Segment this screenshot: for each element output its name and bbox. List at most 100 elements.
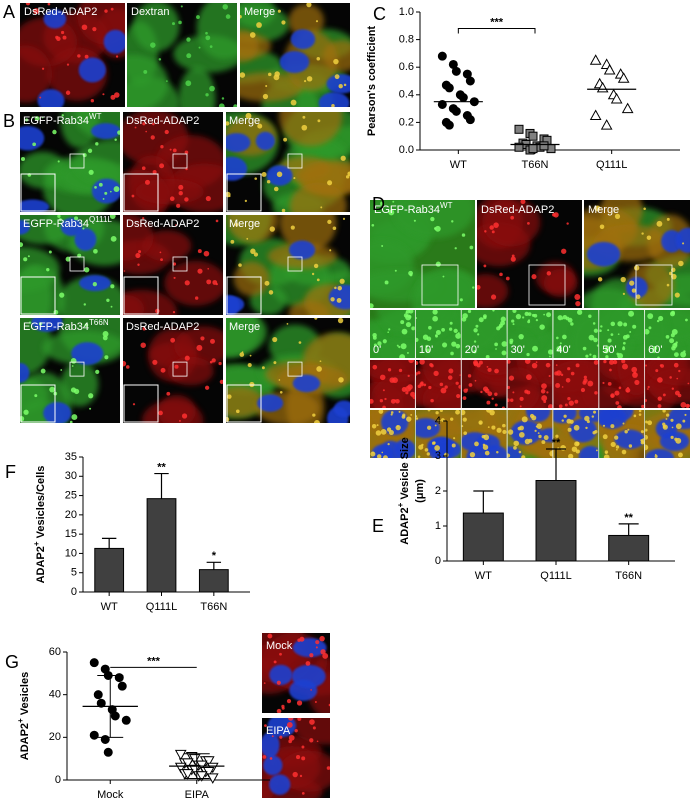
vesicle bbox=[502, 423, 506, 428]
vesicle bbox=[152, 169, 157, 175]
micrograph bbox=[262, 718, 330, 798]
vesicle bbox=[492, 310, 495, 312]
vesicle bbox=[632, 372, 638, 378]
vesicle bbox=[453, 328, 458, 334]
vesicle bbox=[297, 718, 302, 721]
roi bbox=[69, 153, 85, 169]
micrograph-content bbox=[507, 410, 553, 458]
micrograph bbox=[553, 360, 599, 408]
vesicle bbox=[483, 264, 487, 268]
vesicle bbox=[433, 370, 439, 377]
vesicle bbox=[411, 326, 415, 331]
vesicle bbox=[316, 278, 320, 282]
roi bbox=[69, 361, 85, 377]
vesicle bbox=[249, 32, 256, 38]
vesicle bbox=[62, 35, 67, 40]
vesicle bbox=[327, 180, 333, 186]
vesicle bbox=[142, 217, 145, 220]
micrograph-content bbox=[123, 112, 223, 212]
y-tick-label: 0.0 bbox=[399, 144, 414, 156]
vesicle bbox=[496, 427, 502, 433]
y-tick-label: 0 bbox=[435, 555, 441, 567]
vesicle bbox=[610, 441, 616, 448]
micrograph-content bbox=[415, 410, 461, 458]
vesicle bbox=[532, 345, 538, 352]
vesicle bbox=[675, 437, 682, 444]
vesicle bbox=[459, 374, 461, 377]
bar bbox=[94, 547, 125, 593]
vesicle bbox=[599, 329, 602, 333]
y-tick-label: 30 bbox=[65, 470, 77, 482]
vesicle bbox=[512, 310, 517, 314]
panel-letter: F bbox=[5, 462, 16, 482]
micrograph-content bbox=[415, 310, 461, 358]
nucleus bbox=[675, 227, 690, 253]
vesicle bbox=[245, 112, 252, 119]
y-tick-label: 20 bbox=[49, 731, 61, 743]
vesicle bbox=[25, 3, 31, 6]
vesicle bbox=[315, 20, 319, 23]
vesicle bbox=[221, 97, 225, 100]
nucleus bbox=[71, 342, 104, 365]
inset bbox=[123, 384, 159, 423]
vesicle bbox=[373, 343, 377, 347]
micrograph bbox=[507, 310, 553, 358]
vesicle bbox=[621, 360, 626, 364]
vesicle bbox=[607, 329, 610, 332]
nucleus bbox=[393, 439, 415, 458]
vesicle bbox=[609, 360, 615, 365]
vesicle bbox=[268, 72, 272, 77]
vesicle bbox=[557, 315, 563, 321]
roi bbox=[287, 256, 303, 272]
vesicle bbox=[575, 363, 580, 368]
vesicle bbox=[197, 249, 202, 254]
image-label: DsRed-ADAP2 bbox=[126, 115, 199, 127]
vesicle bbox=[388, 328, 391, 331]
vesicle bbox=[486, 400, 491, 405]
vesicle bbox=[610, 333, 614, 336]
vesicle bbox=[468, 383, 473, 387]
vesicle bbox=[392, 200, 395, 203]
point bbox=[206, 773, 219, 784]
micrograph-content bbox=[127, 3, 237, 107]
roi bbox=[172, 256, 188, 272]
vesicle bbox=[624, 429, 628, 434]
vesicle bbox=[25, 118, 29, 122]
inset bbox=[226, 173, 262, 212]
nucleus bbox=[20, 199, 50, 212]
vesicle bbox=[320, 649, 326, 655]
vesicle bbox=[622, 334, 628, 340]
vesicle bbox=[104, 191, 108, 195]
vesicle bbox=[418, 444, 424, 450]
vesicle bbox=[662, 393, 666, 397]
cell bbox=[123, 295, 145, 315]
vesicle bbox=[518, 333, 524, 340]
vesicle bbox=[453, 437, 456, 440]
vesicle bbox=[670, 418, 674, 422]
vesicle bbox=[628, 444, 633, 448]
y-tick-label: 1 bbox=[435, 520, 441, 532]
vesicle bbox=[387, 443, 390, 446]
vesicle bbox=[617, 321, 623, 327]
vesicle bbox=[527, 221, 530, 225]
y-axis-label: ADAP2+ Vesicles/Cells bbox=[32, 466, 47, 584]
vesicle bbox=[28, 321, 32, 324]
vesicle bbox=[299, 636, 305, 642]
cell bbox=[133, 3, 180, 52]
vesicle bbox=[455, 343, 461, 349]
vesicle bbox=[241, 351, 244, 353]
y-axis-label: (μm) bbox=[414, 479, 426, 503]
vesicle bbox=[575, 300, 581, 307]
vesicle bbox=[205, 31, 208, 35]
vesicle bbox=[593, 328, 598, 333]
image-label: DsRed-ADAP2 bbox=[24, 6, 97, 18]
y-axis-label-part: ADAP2 bbox=[35, 546, 47, 583]
vesicle bbox=[509, 340, 513, 345]
x-tick-label: T66N bbox=[522, 159, 549, 171]
vesicle bbox=[390, 413, 393, 416]
time-label: 60' bbox=[648, 344, 662, 356]
vesicle bbox=[184, 150, 189, 155]
vesicle bbox=[333, 58, 339, 65]
vesicle bbox=[263, 682, 266, 684]
error-bar bbox=[546, 448, 566, 481]
